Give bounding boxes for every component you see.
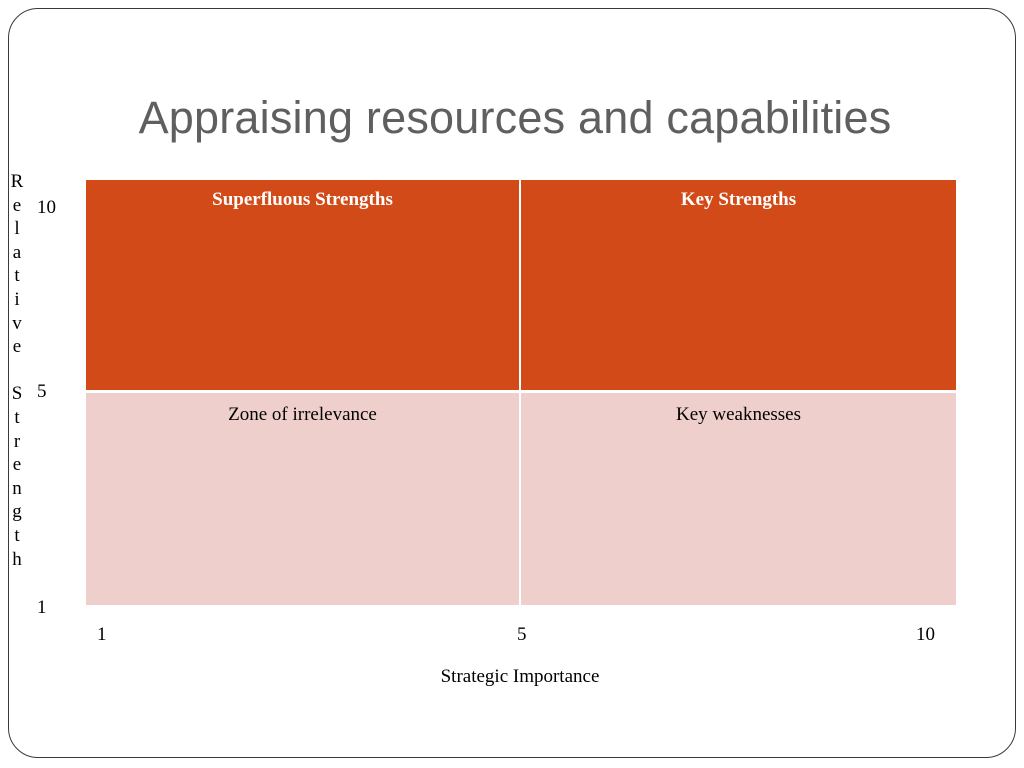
- quadrant-bottom-left: Zone of irrelevance: [86, 393, 519, 605]
- x-tick-1: 1: [97, 624, 107, 645]
- y-axis-letter: i: [14, 288, 20, 310]
- horizontal-divider: [86, 390, 956, 393]
- y-axis-letter: h: [12, 548, 22, 570]
- y-tick-10: 10: [37, 197, 56, 218]
- quadrant-top-left: Superfluous Strengths: [86, 180, 519, 390]
- quadrant-bottom-right: Key weaknesses: [521, 393, 956, 605]
- quadrant-top-right: Key Strengths: [521, 180, 956, 390]
- y-axis-letter: v: [12, 312, 22, 334]
- y-axis-letter: a: [12, 241, 22, 263]
- quadrant-label: Superfluous Strengths: [212, 189, 393, 210]
- x-tick-10: 10: [916, 624, 935, 645]
- y-axis-letter: g: [12, 501, 22, 523]
- y-axis-letter: l: [14, 218, 20, 240]
- x-axis-label: Strategic Importance: [440, 666, 600, 687]
- y-axis-letter: S: [11, 383, 23, 405]
- y-axis-label: R e l a t i v e S t r e n g t h: [10, 170, 24, 571]
- y-axis-letter: t: [14, 406, 20, 428]
- y-axis-letter: e: [12, 336, 22, 358]
- quadrant-label: Key Strengths: [680, 189, 797, 210]
- y-tick-5: 5: [37, 381, 47, 402]
- quadrant-label: Zone of irrelevance: [228, 404, 377, 425]
- y-axis-letter: t: [14, 265, 20, 287]
- y-tick-1: 1: [37, 597, 47, 618]
- y-axis-letter: n: [12, 477, 22, 499]
- y-axis-letter: R: [10, 171, 24, 192]
- y-axis-letter: [10, 359, 24, 383]
- capability-matrix: Superfluous Strengths Key Strengths Zone…: [86, 180, 956, 605]
- quadrant-label: Key weaknesses: [675, 404, 802, 425]
- y-axis-letter: e: [12, 454, 22, 476]
- x-tick-5: 5: [517, 624, 527, 645]
- slide-title: Appraising resources and capabilities: [138, 92, 892, 143]
- y-axis-letter: e: [12, 194, 22, 216]
- y-axis-letter: r: [13, 430, 21, 452]
- y-axis-letter: t: [14, 524, 20, 546]
